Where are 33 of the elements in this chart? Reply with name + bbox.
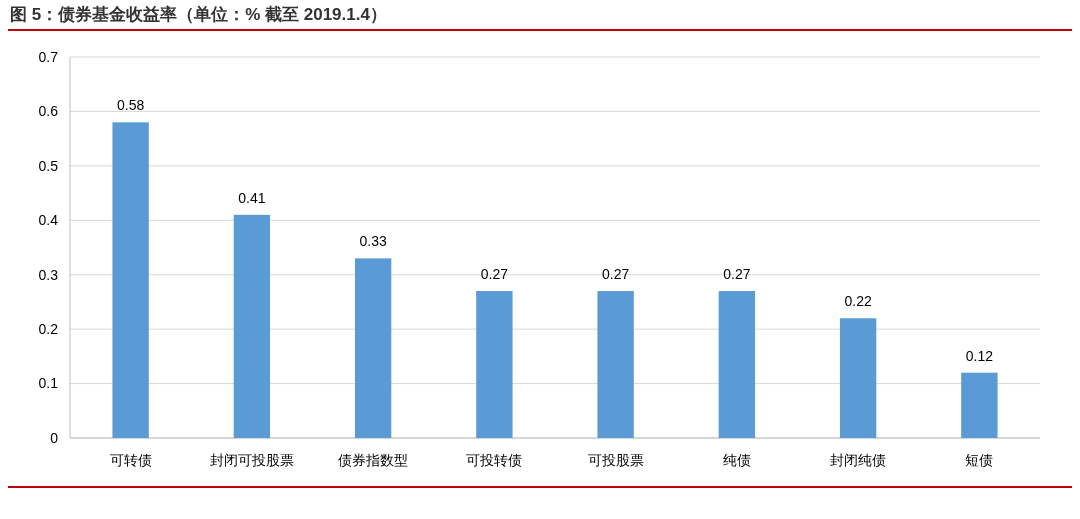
- data-label: 0.27: [602, 266, 630, 283]
- data-label: 0.41: [238, 189, 266, 206]
- bar: [597, 291, 634, 438]
- x-tick-label: 可投转债: [466, 452, 523, 468]
- x-tick-label: 可转债: [109, 452, 152, 468]
- y-tick-label: 0.4: [38, 212, 59, 229]
- y-tick-label: 0.1: [38, 375, 59, 392]
- y-tick-label: 0.7: [38, 48, 59, 65]
- chart-title: 图 5：债券基金收益率（单位：% 截至 2019.1.4）: [10, 5, 387, 24]
- bar: [839, 318, 877, 438]
- x-tick-label: 封闭纯债: [830, 452, 887, 468]
- y-tick-label: 0.2: [38, 321, 59, 338]
- bar: [233, 214, 271, 438]
- data-label: 0.22: [844, 293, 872, 310]
- y-tick-label: 0.6: [38, 103, 59, 120]
- x-tick-label: 债券指数型: [338, 452, 409, 468]
- data-label: 0.58: [117, 97, 145, 114]
- x-tick-label: 纯债: [722, 452, 751, 468]
- x-tick-label: 封闭可投股票: [209, 452, 294, 468]
- bar: [718, 291, 756, 438]
- data-label: 0.27: [480, 266, 509, 283]
- bar: [961, 372, 998, 438]
- x-tick-label: 短债: [965, 452, 994, 468]
- y-tick-label: 0.5: [38, 157, 59, 174]
- bar: [112, 122, 149, 438]
- bar: [476, 291, 513, 438]
- y-tick-label: 0: [50, 429, 59, 446]
- data-label: 0.12: [965, 347, 994, 364]
- data-label: 0.27: [723, 266, 751, 283]
- y-tick-label: 0.3: [38, 266, 59, 283]
- bar: [354, 258, 392, 438]
- x-tick-label: 可投股票: [587, 452, 644, 468]
- data-label: 0.33: [359, 233, 387, 250]
